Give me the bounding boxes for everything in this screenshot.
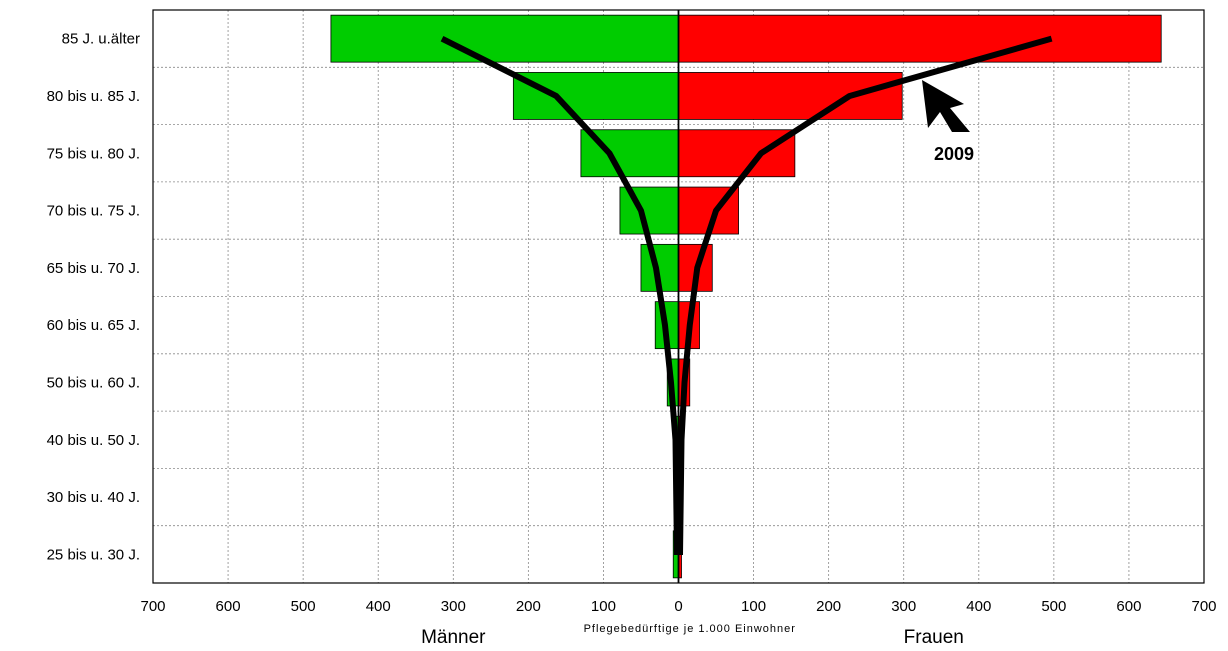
x-tick-label: 400 [966,598,991,615]
x-tick-labels: 700 600 500 400 300 200 100 0 100 200 300 400 500 600… [140,598,1216,615]
x-tick-label: 500 [1041,598,1066,615]
right-series-line [677,35,1053,558]
category-label: 40 bis u. 50 J. [47,432,140,449]
category-label: 60 bis u. 65 J. [47,317,140,334]
x-axis-title: Pflegebedürftige je 1.000 Einwohner [584,623,796,635]
x-tick-label: 100 [591,598,616,615]
female-bar [678,14,1162,63]
male-bar [330,14,679,63]
category-label: 70 bis u. 75 J. [47,203,140,220]
category-label: 30 bis u. 40 J. [47,489,140,506]
x-tick-label: 200 [516,598,541,615]
category-labels: 85 J. u.älter 80 bis u. 85 J. 75 bis u. 80… [47,31,140,564]
category-label: 85 J. u.älter [62,31,140,48]
x-tick-label: 200 [816,598,841,615]
left-side-label: Männer [421,627,486,648]
x-tick-label: 0 [674,598,682,615]
x-tick-label: 600 [1116,598,1141,615]
category-label: 80 bis u. 85 J. [47,88,140,105]
x-tick-label: 400 [366,598,391,615]
category-label: 50 bis u. 60 J. [47,374,140,391]
x-tick-label: 300 [891,598,916,615]
x-tick-label: 300 [441,598,466,615]
left-series-line [440,35,680,558]
category-label: 25 bis u. 30 J. [47,546,140,563]
male-bar [512,72,679,120]
x-tick-label: 600 [216,598,241,615]
category-label: 65 bis u. 70 J. [47,260,140,277]
annotation-layer: 2009 [922,80,974,164]
x-tick-label: 700 [1191,598,1216,615]
female-bar [678,129,796,178]
x-tick-label: 700 [140,598,165,615]
right-side-label: Frauen [904,627,964,648]
female-bar [678,72,903,120]
x-tick-label: 100 [741,598,766,615]
x-tick-label: 500 [291,598,316,615]
category-label: 75 bis u. 80 J. [47,145,140,162]
lines-layer [440,35,1053,558]
line-annotation-label: 2009 [934,144,974,164]
arrow-icon [922,80,970,132]
